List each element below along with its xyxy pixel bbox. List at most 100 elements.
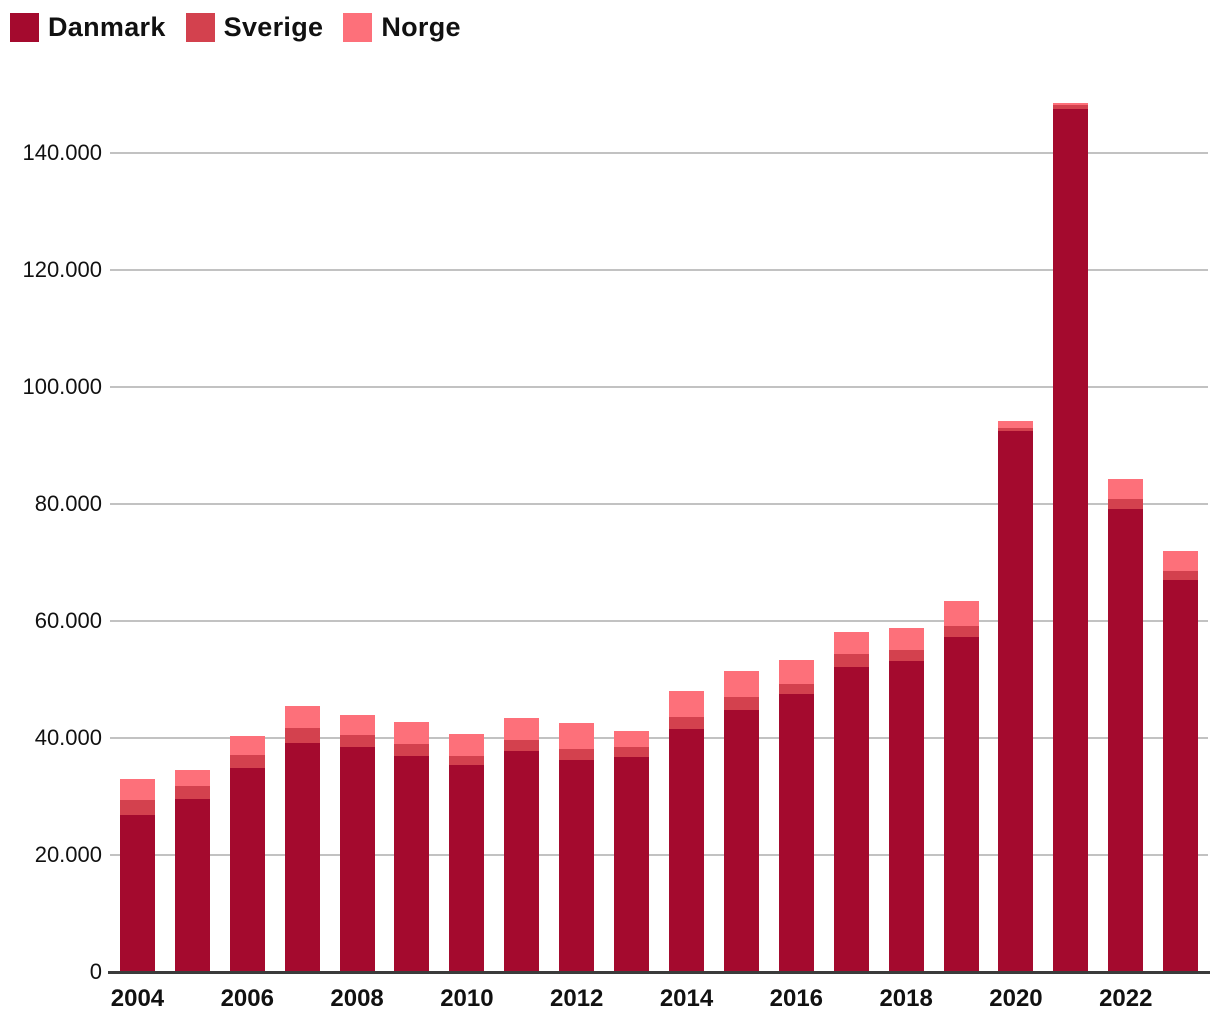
y-tick-label: 120.000 bbox=[22, 256, 102, 282]
segment-sverige-2019 bbox=[943, 626, 979, 638]
segment-sverige-2004 bbox=[119, 800, 155, 816]
bar-cell-2007 bbox=[275, 71, 330, 971]
segment-danmark-2017 bbox=[833, 667, 869, 971]
bar-cell-2018: 2018 bbox=[879, 71, 934, 1012]
segment-danmark-2007 bbox=[284, 743, 320, 971]
x-tick-label-2006: 2006 bbox=[220, 985, 274, 1012]
bar-2006 bbox=[229, 735, 265, 971]
x-tick-label-2018: 2018 bbox=[879, 985, 933, 1012]
bar-2019 bbox=[943, 601, 979, 971]
segment-norge-2015 bbox=[723, 671, 759, 698]
segment-norge-2014 bbox=[669, 691, 705, 717]
segment-danmark-2010 bbox=[449, 765, 485, 971]
segment-sverige-2022 bbox=[1108, 498, 1144, 509]
segment-danmark-2008 bbox=[339, 747, 375, 971]
legend-swatch-danmark bbox=[10, 13, 39, 42]
segment-sverige-2005 bbox=[174, 786, 210, 799]
bar-cell-2022: 2022 bbox=[1098, 71, 1153, 1012]
segment-sverige-2023 bbox=[1163, 571, 1199, 580]
bar-2011 bbox=[504, 717, 540, 971]
bar-cell-2019 bbox=[934, 71, 989, 971]
segment-sverige-2010 bbox=[449, 756, 485, 765]
segment-norge-2021 bbox=[1053, 102, 1089, 105]
segment-sverige-2021 bbox=[1053, 104, 1089, 109]
segment-sverige-2017 bbox=[833, 654, 869, 668]
gridline-40.000 bbox=[110, 736, 1208, 739]
segment-danmark-2021 bbox=[1053, 108, 1089, 971]
bar-2021 bbox=[1053, 102, 1089, 971]
segment-danmark-2005 bbox=[174, 798, 210, 971]
bar-cell-2004: 2004 bbox=[110, 71, 165, 1012]
bar-2015 bbox=[723, 671, 759, 971]
segment-danmark-2013 bbox=[614, 756, 650, 971]
bar-cell-2013 bbox=[604, 71, 659, 971]
y-tick-label: 100.000 bbox=[22, 373, 102, 399]
segment-norge-2012 bbox=[559, 723, 595, 750]
gridline-20.000 bbox=[110, 853, 1208, 856]
y-tick-label: 40.000 bbox=[34, 724, 102, 750]
bar-cell-2015 bbox=[714, 71, 769, 971]
bar-2018 bbox=[888, 627, 924, 971]
segment-danmark-2019 bbox=[943, 637, 979, 971]
bar-2008 bbox=[339, 714, 375, 971]
bar-2022 bbox=[1108, 478, 1144, 971]
segment-sverige-2020 bbox=[998, 428, 1034, 432]
bar-2012 bbox=[559, 723, 595, 971]
segment-norge-2019 bbox=[943, 601, 979, 627]
bar-2013 bbox=[614, 731, 650, 971]
chart-legend: Danmark Sverige Norge bbox=[10, 12, 461, 43]
segment-danmark-2020 bbox=[998, 431, 1034, 971]
legend-label: Danmark bbox=[48, 12, 166, 42]
bar-2023 bbox=[1163, 550, 1199, 971]
bar-2007 bbox=[284, 705, 320, 971]
bar-cell-2005 bbox=[165, 71, 220, 971]
segment-sverige-2008 bbox=[339, 734, 375, 748]
gridline-60.000 bbox=[110, 619, 1208, 622]
segment-danmark-2015 bbox=[723, 709, 759, 971]
segment-danmark-2014 bbox=[669, 729, 705, 971]
segment-norge-2011 bbox=[504, 717, 540, 740]
segment-norge-2005 bbox=[174, 770, 210, 787]
bar-cell-2016: 2016 bbox=[769, 71, 824, 1012]
segment-norge-2008 bbox=[339, 714, 375, 735]
segment-danmark-2018 bbox=[888, 660, 924, 971]
bar-cell-2020: 2020 bbox=[989, 71, 1044, 1012]
legend-item-sverige: Sverige bbox=[185, 12, 324, 43]
segment-norge-2020 bbox=[998, 420, 1034, 429]
segment-danmark-2022 bbox=[1108, 508, 1144, 971]
gridline-100.000 bbox=[110, 385, 1208, 388]
segment-norge-2023 bbox=[1163, 550, 1199, 572]
segment-norge-2018 bbox=[888, 627, 924, 651]
bar-cell-2014: 2014 bbox=[659, 71, 714, 1012]
segment-norge-2007 bbox=[284, 705, 320, 729]
segment-norge-2004 bbox=[119, 779, 155, 801]
segment-sverige-2012 bbox=[559, 749, 595, 761]
segment-norge-2016 bbox=[778, 660, 814, 685]
segment-norge-2010 bbox=[449, 734, 485, 757]
legend-label: Sverige bbox=[223, 12, 324, 42]
bar-2014 bbox=[669, 691, 705, 971]
legend-item-norge: Norge bbox=[343, 12, 461, 43]
gridline-140.000 bbox=[110, 151, 1208, 154]
x-tick-label-2008: 2008 bbox=[330, 985, 384, 1012]
x-tick-label-2016: 2016 bbox=[769, 985, 824, 1012]
segment-sverige-2009 bbox=[394, 743, 430, 757]
segment-sverige-2007 bbox=[284, 728, 320, 744]
segment-danmark-2004 bbox=[119, 815, 155, 971]
legend-item-danmark: Danmark bbox=[10, 12, 166, 43]
bar-cell-2010: 2010 bbox=[439, 71, 494, 1012]
bars-container: 2004 2006 2008 2010 2012 2014 2016 2018 2020 2022 bbox=[110, 71, 1208, 1012]
x-tick-label-2012: 2012 bbox=[550, 985, 604, 1012]
y-tick-label: 0 bbox=[89, 959, 102, 984]
segment-danmark-2023 bbox=[1163, 580, 1199, 971]
x-tick-label-2014: 2014 bbox=[659, 985, 714, 1012]
x-tick-label-2020: 2020 bbox=[989, 985, 1043, 1012]
segment-danmark-2006 bbox=[229, 767, 265, 971]
segment-sverige-2016 bbox=[778, 684, 814, 695]
segment-norge-2017 bbox=[833, 631, 869, 655]
bar-cell-2023 bbox=[1153, 71, 1208, 971]
segment-danmark-2011 bbox=[504, 750, 540, 971]
y-tick-label: 60.000 bbox=[34, 607, 102, 633]
x-tick-label-2010: 2010 bbox=[440, 985, 494, 1012]
segment-norge-2009 bbox=[394, 721, 430, 744]
